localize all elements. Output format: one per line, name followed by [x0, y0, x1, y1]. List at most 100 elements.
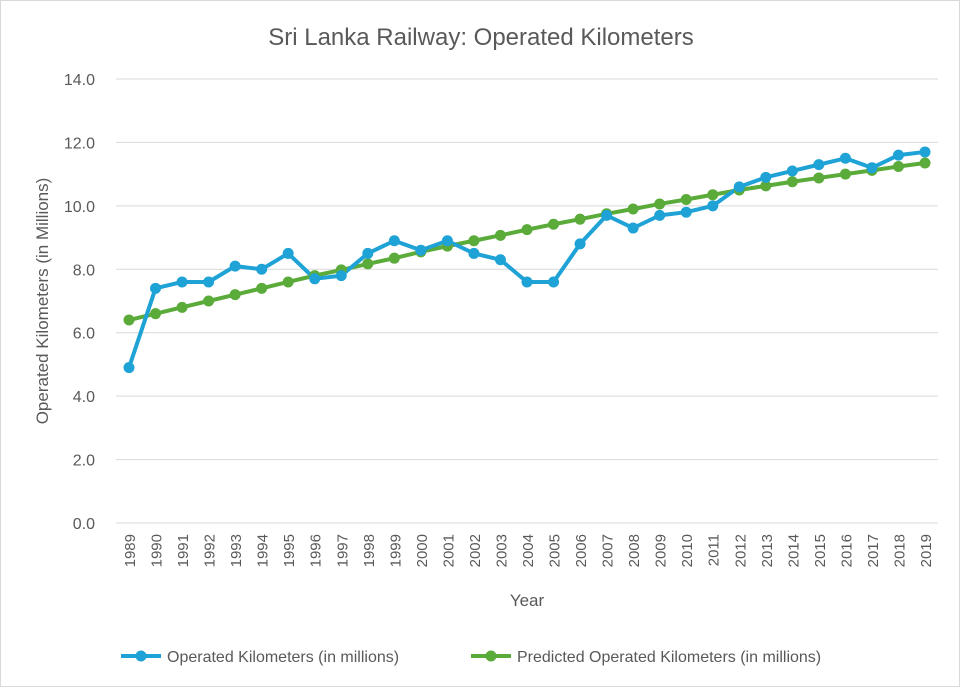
x-tick-label: 2001 — [440, 534, 457, 567]
x-tick-label: 2016 — [838, 534, 855, 567]
data-point-1 — [627, 203, 639, 215]
legend-label-1: Predicted Operated Kilometers (in millio… — [517, 649, 821, 666]
data-point-0 — [574, 238, 586, 250]
data-point-0 — [123, 362, 135, 374]
data-point-1 — [813, 172, 825, 184]
data-point-1 — [839, 168, 851, 180]
series-line-1 — [128, 161, 926, 322]
data-point-1 — [892, 161, 904, 173]
data-point-0 — [919, 146, 931, 158]
x-tick-label: 2008 — [626, 534, 643, 567]
y-tick-label: 0.0 — [73, 516, 95, 533]
x-tick-label: 2013 — [759, 534, 776, 567]
x-tick-label: 2000 — [414, 534, 431, 567]
data-point-0 — [892, 149, 904, 161]
data-point-0 — [494, 254, 506, 266]
x-tick-label: 2004 — [520, 534, 537, 567]
data-point-1 — [282, 276, 294, 288]
x-tick-label: 2014 — [785, 534, 802, 567]
data-point-1 — [150, 308, 162, 320]
data-point-0 — [176, 276, 188, 288]
x-tick-label: 1999 — [387, 534, 404, 567]
x-tick-label: 1996 — [308, 534, 325, 567]
x-tick-label: 1991 — [175, 534, 192, 567]
x-tick-label: 1997 — [334, 534, 351, 567]
x-tick-label: 2005 — [547, 534, 564, 567]
data-point-1 — [760, 180, 772, 192]
data-point-0 — [335, 270, 347, 282]
series-line-0 — [127, 149, 926, 369]
x-tick-label: 1989 — [122, 534, 139, 567]
y-axis-ticks: 0.0 2.0 4.0 6.0 8.0 10.0 12.0 14.0 — [64, 72, 95, 533]
legend-marker-1 — [485, 650, 497, 662]
y-tick-label: 2.0 — [73, 453, 95, 470]
x-tick-label: 1990 — [149, 534, 166, 567]
data-point-0 — [309, 273, 321, 285]
data-point-1 — [548, 218, 560, 230]
legend: Operated Kilometers (in millions) Predict… — [121, 649, 821, 666]
data-point-0 — [468, 247, 480, 259]
x-tick-label: 2019 — [918, 534, 935, 567]
gridlines — [116, 78, 938, 524]
data-point-0 — [839, 152, 851, 164]
legend-label-0: Operated Kilometers (in millions) — [167, 649, 399, 666]
data-point-1 — [229, 289, 241, 301]
data-point-0 — [654, 209, 666, 221]
data-point-0 — [229, 260, 241, 272]
series-group — [123, 146, 931, 374]
data-point-0 — [680, 206, 692, 218]
data-point-0 — [760, 171, 772, 183]
x-tick-label: 1998 — [361, 534, 378, 567]
data-point-1 — [362, 258, 374, 270]
data-point-1 — [494, 229, 506, 241]
x-tick-label: 2011 — [706, 534, 723, 566]
y-tick-label: 4.0 — [73, 389, 95, 406]
data-point-1 — [919, 157, 931, 169]
data-point-1 — [123, 314, 135, 326]
data-point-0 — [627, 222, 639, 234]
data-point-0 — [813, 159, 825, 171]
data-point-0 — [203, 276, 215, 288]
x-axis-ticks: 1989 1990 1991 1992 1993 1994 1995 1996 1997 1998… — [122, 534, 935, 567]
x-tick-label: 2002 — [467, 534, 484, 567]
data-point-0 — [786, 165, 798, 177]
x-tick-label: 1994 — [255, 534, 272, 567]
data-point-0 — [601, 209, 613, 221]
data-point-1 — [654, 198, 666, 210]
data-point-0 — [521, 276, 533, 288]
x-tick-label: 2018 — [891, 534, 908, 567]
data-point-0 — [415, 244, 427, 256]
x-tick-label: 2015 — [812, 534, 829, 567]
y-axis-label: Operated Kilometers (in Millions) — [33, 178, 52, 425]
data-point-0 — [150, 282, 162, 294]
data-point-0 — [866, 162, 878, 174]
data-point-0 — [282, 247, 294, 259]
data-point-1 — [521, 224, 533, 236]
x-tick-label: 1992 — [202, 534, 219, 567]
data-point-1 — [388, 252, 400, 264]
data-point-1 — [574, 213, 586, 225]
data-point-1 — [468, 235, 480, 247]
data-point-0 — [256, 263, 268, 275]
x-tick-label: 2010 — [679, 534, 696, 567]
x-axis-label: Year — [510, 591, 545, 610]
x-tick-label: 2017 — [865, 534, 882, 567]
y-tick-label: 14.0 — [64, 72, 95, 89]
x-tick-label: 1995 — [281, 534, 298, 567]
chart-title: Sri Lanka Railway: Operated Kilometers — [268, 24, 694, 51]
x-tick-label: 2007 — [600, 534, 617, 567]
y-tick-label: 12.0 — [64, 135, 95, 152]
data-point-1 — [176, 301, 188, 313]
y-tick-label: 10.0 — [64, 199, 95, 216]
x-tick-label: 2012 — [732, 534, 749, 567]
data-point-0 — [388, 235, 400, 247]
y-tick-label: 6.0 — [73, 326, 95, 343]
x-tick-label: 2009 — [653, 534, 670, 567]
legend-marker-0 — [135, 650, 147, 662]
data-point-0 — [548, 276, 560, 288]
data-point-1 — [203, 295, 215, 307]
data-point-1 — [707, 189, 719, 201]
data-point-0 — [707, 200, 719, 212]
